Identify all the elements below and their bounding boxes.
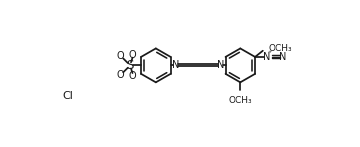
Text: N: N — [263, 52, 270, 62]
Text: Cl: Cl — [62, 91, 73, 101]
Text: S: S — [126, 59, 134, 72]
Text: N: N — [217, 60, 225, 70]
Text: O: O — [116, 51, 124, 61]
Text: OCH₃: OCH₃ — [229, 96, 252, 105]
Text: O: O — [116, 70, 124, 80]
Text: O: O — [129, 50, 136, 60]
Text: N: N — [279, 52, 286, 62]
Text: ⁺: ⁺ — [268, 49, 272, 58]
Text: O: O — [129, 71, 136, 81]
Text: OCH₃: OCH₃ — [268, 44, 292, 53]
Text: N: N — [172, 60, 179, 70]
